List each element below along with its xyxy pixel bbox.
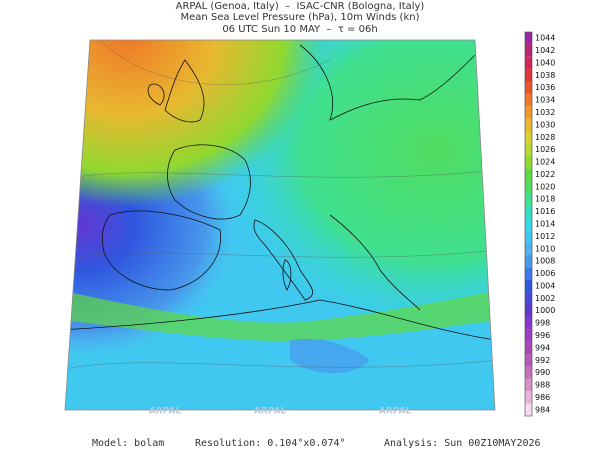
colorbar: 984 986 988 990 992 994 996 998 1000 1002 1004 1006… xyxy=(524,31,555,417)
colorbar-label: 990 xyxy=(535,368,550,377)
watermark: ARPAL xyxy=(379,407,412,417)
title: ARPAL (Genoa, Italy) – ISAC-CNR (Bologna… xyxy=(176,1,425,12)
color-swatch xyxy=(525,56,532,70)
color-swatch xyxy=(525,316,532,330)
color-swatch xyxy=(525,69,532,82)
colorbar-label: 1020 xyxy=(535,182,555,191)
colorbar-label: 998 xyxy=(535,319,550,328)
color-swatch xyxy=(525,205,532,218)
colorbar-label: 1028 xyxy=(535,133,555,142)
color-swatch xyxy=(525,304,532,317)
color-swatch xyxy=(525,254,532,268)
color-swatch xyxy=(525,403,532,416)
colorbar-label: 1034 xyxy=(535,96,555,105)
color-swatch xyxy=(525,341,532,355)
colorbar-label: 1004 xyxy=(535,281,555,290)
color-swatch xyxy=(525,242,532,255)
color-swatch xyxy=(525,180,532,194)
subtitle: Mean Sea Level Pressure (hPa), 10m Winds… xyxy=(181,12,420,23)
colorbar-label: 1018 xyxy=(535,195,555,204)
colorbar-label: 984 xyxy=(535,405,550,414)
colorbar-label: 1040 xyxy=(535,58,555,67)
colorbar-label: 1030 xyxy=(535,120,555,129)
color-swatch xyxy=(525,168,532,181)
pressure-field xyxy=(65,40,495,410)
colorbar-label: 1014 xyxy=(535,220,555,229)
watermark: ARPAL xyxy=(149,407,182,417)
colorbar-label: 1022 xyxy=(535,170,555,179)
color-swatch xyxy=(525,81,532,94)
color-swatch xyxy=(525,143,532,156)
colorbar-label: 1038 xyxy=(535,71,555,80)
footer-analysis: Analysis: Sun 00Z10MAY2026 xyxy=(384,438,541,449)
time-label: 06 UTC Sun 10 MAY – τ = 06h xyxy=(222,24,377,35)
color-swatch xyxy=(525,279,532,293)
color-swatch xyxy=(525,44,532,57)
colorbar-label: 1042 xyxy=(535,46,555,55)
coastlines xyxy=(65,44,495,341)
color-swatch xyxy=(525,329,532,342)
watermark: ARPAL xyxy=(254,407,287,417)
color-swatch xyxy=(525,391,532,404)
color-swatch xyxy=(525,131,532,144)
color-swatch xyxy=(525,230,532,243)
colorbar-label: 1036 xyxy=(535,83,555,92)
colorbar-label: 1012 xyxy=(535,232,555,241)
isobars xyxy=(65,40,495,371)
footer-resolution: Resolution: 0.104°x0.074° xyxy=(195,438,346,449)
colorbar-label: 1044 xyxy=(535,34,555,43)
map-frame xyxy=(64,39,496,411)
colorbar-label: 1002 xyxy=(535,294,555,303)
colorbar-label: 1008 xyxy=(535,257,555,266)
color-swatch xyxy=(525,155,532,169)
colorbar-frame xyxy=(524,31,533,417)
colorbar-label: 992 xyxy=(535,356,550,365)
colorbar-label: 988 xyxy=(535,381,550,390)
color-swatch xyxy=(525,267,532,280)
color-swatch xyxy=(525,118,532,132)
colorbar-label: 1026 xyxy=(535,145,555,154)
colorbar-label: 1010 xyxy=(535,244,555,253)
color-swatch xyxy=(525,93,532,107)
colorbar-label: 1000 xyxy=(535,306,555,315)
color-swatch xyxy=(525,292,532,305)
colorbar-label: 1016 xyxy=(535,207,555,216)
colorbar-label: 996 xyxy=(535,331,550,340)
colorbar-label: 1032 xyxy=(535,108,555,117)
color-swatch xyxy=(525,378,532,392)
color-swatch xyxy=(525,106,532,119)
colorbar-label: 994 xyxy=(535,343,550,352)
color-swatch xyxy=(525,32,532,45)
colorbar-label: 986 xyxy=(535,393,550,402)
color-swatch xyxy=(525,217,532,231)
colorbar-label: 1024 xyxy=(535,158,555,167)
colorbar-label: 1006 xyxy=(535,269,555,278)
color-swatch xyxy=(525,193,532,206)
footer-model: Model: bolam xyxy=(92,438,164,449)
color-swatch xyxy=(525,366,532,379)
color-swatch xyxy=(525,354,532,367)
